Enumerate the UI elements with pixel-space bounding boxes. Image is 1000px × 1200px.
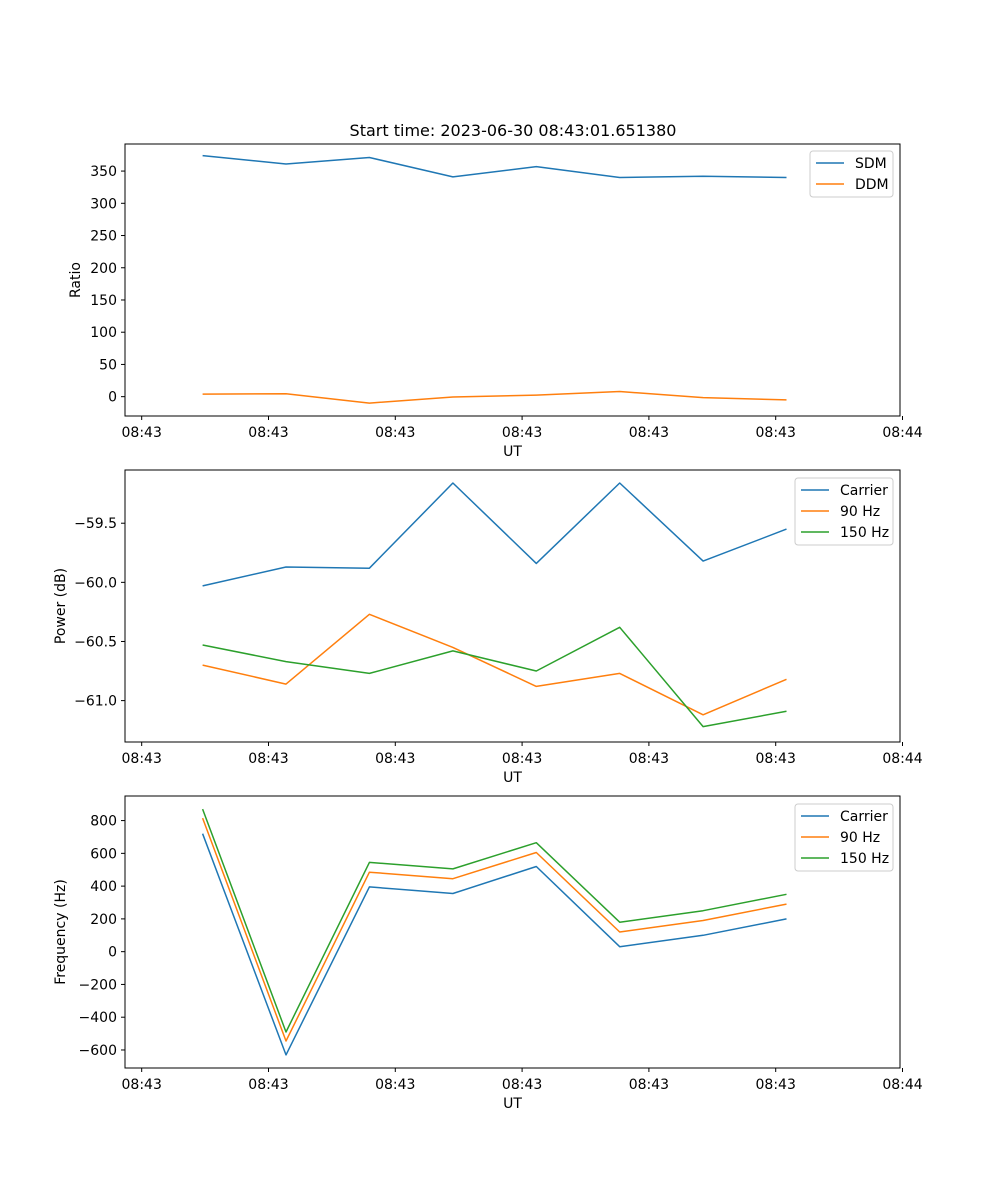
frequency-x-tick-label: 08:43 xyxy=(502,1077,542,1093)
ratio-y-tick-label: 250 xyxy=(90,229,117,245)
frequency-y-axis-label: Frequency (Hz) xyxy=(53,879,69,985)
power-legend-label: 150 Hz xyxy=(840,525,889,541)
power-series-carrier xyxy=(202,482,787,587)
power-series-90-hz xyxy=(202,613,787,716)
power-series-150-hz xyxy=(202,626,787,728)
power-legend-label: 90 Hz xyxy=(840,504,880,520)
chart-title: Start time: 2023-06-30 08:43:01.651380 xyxy=(350,121,677,140)
ratio-x-tick-label: 08:43 xyxy=(375,425,415,441)
ratio-x-tick-label: 08:43 xyxy=(122,425,162,441)
power-x-tick-label: 08:43 xyxy=(756,751,796,767)
power-x-tick-label: 08:43 xyxy=(248,751,288,767)
power-y-tick-label: −61.0 xyxy=(74,694,117,710)
power-x-tick-label: 08:43 xyxy=(375,751,415,767)
frequency-y-tick-label: 200 xyxy=(90,912,117,928)
ratio-x-tick-label: 08:43 xyxy=(756,425,796,441)
power-x-axis-label: UT xyxy=(503,770,522,786)
ratio-legend-label: SDM xyxy=(855,156,887,172)
ratio-y-tick-label: 150 xyxy=(90,293,117,309)
frequency-panel: 08:43 08:43 08:43 08:43 08:43 08:43 08:44 −600 −… xyxy=(53,795,923,1112)
ratio-y-tick-label: 0 xyxy=(108,390,117,406)
frequency-legend-label: Carrier xyxy=(840,809,888,825)
ratio-series-sdm xyxy=(202,154,787,179)
ratio-y-tick-label: 100 xyxy=(90,325,117,341)
frequency-y-tick-label: 0 xyxy=(108,945,117,961)
power-y-tick-label: −60.0 xyxy=(74,575,117,591)
ratio-x-axis-label: UT xyxy=(503,444,522,460)
power-legend xyxy=(794,477,894,546)
ratio-x-tick-label: 08:43 xyxy=(248,425,288,441)
ratio-y-axis-label: Ratio xyxy=(68,262,84,298)
power-legend-label: Carrier xyxy=(840,483,888,499)
ratio-x-tick-label: 08:43 xyxy=(629,425,669,441)
frequency-legend-label: 150 Hz xyxy=(840,851,889,867)
power-x-tick-label: 08:43 xyxy=(502,751,542,767)
ratio-y-tick-label: 200 xyxy=(90,261,117,277)
power-x-tick-label: 08:43 xyxy=(122,751,162,767)
frequency-y-tick-label: −600 xyxy=(79,1043,117,1059)
frequency-x-tick-label: 08:43 xyxy=(756,1077,796,1093)
frequency-x-tick-label: 08:43 xyxy=(629,1077,669,1093)
frequency-x-tick-label: 08:43 xyxy=(122,1077,162,1093)
frequency-x-axis-label: UT xyxy=(503,1096,522,1112)
ratio-panel: 08:43 08:43 08:43 08:43 08:43 08:43 08:44 0 50 10… xyxy=(68,143,923,460)
ratio-x-tick-label: 08:44 xyxy=(882,425,922,441)
frequency-x-tick-label: 08:44 xyxy=(882,1077,922,1093)
power-axes-frame xyxy=(124,469,901,743)
frequency-legend xyxy=(794,803,894,872)
frequency-series-carrier xyxy=(201,833,787,1056)
frequency-y-tick-label: 800 xyxy=(90,814,117,830)
frequency-x-tick-label: 08:43 xyxy=(375,1077,415,1093)
ratio-y-tick-label: 50 xyxy=(99,357,117,373)
ratio-x-tick-label: 08:43 xyxy=(502,425,542,441)
frequency-y-tick-label: 600 xyxy=(90,846,117,862)
power-y-tick-label: −60.5 xyxy=(74,634,117,650)
power-panel: 08:43 08:43 08:43 08:43 08:43 08:43 08:44 −61.0… xyxy=(53,469,923,786)
power-x-tick-label: 08:44 xyxy=(882,751,922,767)
frequency-axes-frame xyxy=(124,795,901,1069)
frequency-series-150-hz xyxy=(201,808,787,1033)
frequency-y-tick-label: −200 xyxy=(79,977,117,993)
ratio-axes-frame xyxy=(124,143,901,417)
ratio-series-ddm xyxy=(202,390,787,404)
ratio-y-tick-label: 350 xyxy=(90,164,117,180)
frequency-series-90-hz xyxy=(201,817,787,1042)
power-y-axis-label: Power (dB) xyxy=(53,568,69,644)
frequency-y-tick-label: 400 xyxy=(90,879,117,895)
ratio-legend-label: DDM xyxy=(855,177,889,193)
power-x-tick-label: 08:43 xyxy=(629,751,669,767)
frequency-legend-label: 90 Hz xyxy=(840,830,880,846)
frequency-y-tick-label: −400 xyxy=(79,1010,117,1026)
ratio-y-tick-label: 300 xyxy=(90,196,117,212)
frequency-x-tick-label: 08:43 xyxy=(248,1077,288,1093)
power-y-tick-label: −59.5 xyxy=(74,516,117,532)
